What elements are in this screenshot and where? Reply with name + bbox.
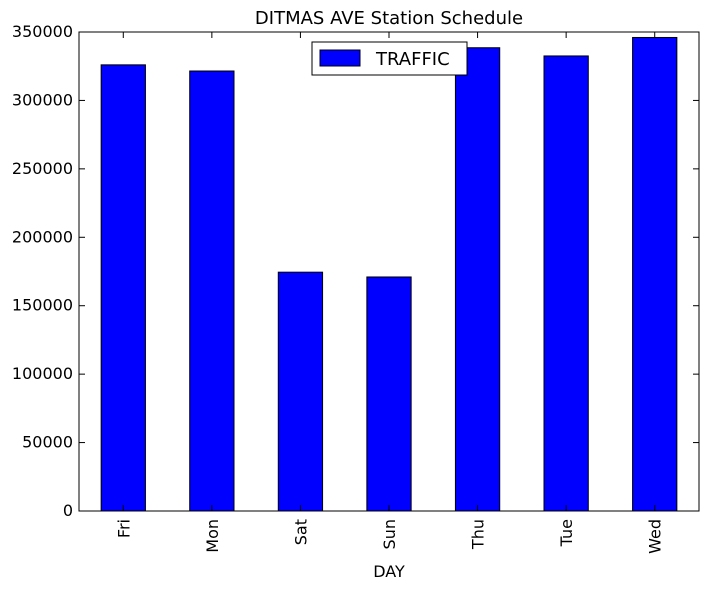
bar-wed [632,36,678,512]
x-tick-label-tue: Tue [557,519,576,547]
bar-mon [189,70,235,512]
x-tick-label-sat: Sat [291,519,310,545]
chart-title: DITMAS AVE Station Schedule [255,8,523,29]
bar-thu [454,47,501,512]
legend: TRAFFIC [311,41,468,76]
y-tick-label: 200000 [12,227,73,246]
legend-label-traffic: TRAFFIC [375,49,450,70]
x-tick-label-thu: Thu [469,519,488,550]
x-tick-label-wed: Wed [646,519,665,554]
bar-fri [100,64,146,512]
bars-group [100,36,678,512]
y-tick-label: 0 [63,501,73,520]
legend-swatch-traffic [319,49,361,67]
y-tick-label: 250000 [12,159,73,178]
y-tick-label: 300000 [12,90,73,109]
x-tick-label-mon: Mon [203,519,222,553]
x-axis: Fri Mon Sat Sun Thu Tue Wed [114,32,665,554]
x-axis-title: DAY [373,562,405,581]
y-tick-label: 100000 [12,364,73,383]
x-tick-label-fri: Fri [114,519,133,538]
y-axis: 0 50000 100000 150000 200000 250000 300000 3500… [12,22,699,520]
bar-tue [543,55,589,512]
bar-sat [277,271,324,512]
y-tick-label: 50000 [22,433,73,452]
y-tick-label: 150000 [12,296,73,315]
bar-sun [366,276,412,512]
y-tick-label: 350000 [12,22,73,41]
x-tick-label-sun: Sun [380,519,399,549]
